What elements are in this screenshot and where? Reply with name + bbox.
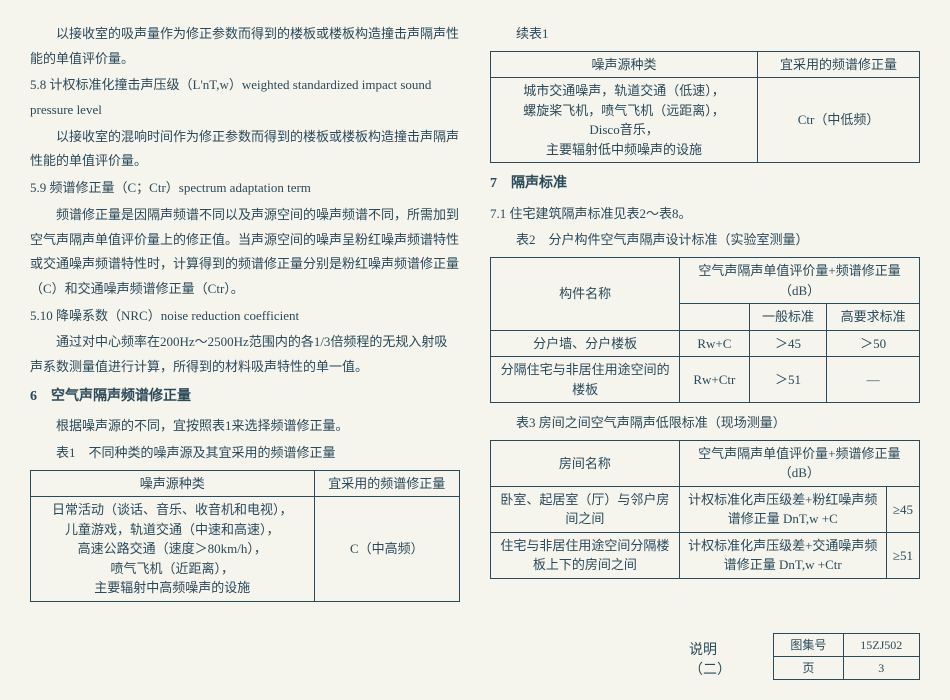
table1-header-type: 噪声源种类 <box>31 470 315 497</box>
table1c-row1-line3: Disco音乐， <box>497 120 751 140</box>
table1-row1-line5: 主要辐射中高频噪声的设施 <box>37 578 308 598</box>
table2-r1-param: Rw+C <box>680 330 749 357</box>
para-5-7-body: 以接收室的吸声量作为修正参数而得到的楼板或楼板构造撞击声隔声性能的单值评价量。 <box>30 22 460 71</box>
sec-5-8-body: 以接收室的混响时间作为修正参数而得到的楼板或楼板构造撞击声隔声性能的单值评价量。 <box>30 125 460 174</box>
footer-page-value: 3 <box>843 657 919 680</box>
table3-h-group: 空气声隔声单值评价量+频谱修正量（dB） <box>679 440 919 486</box>
table3-r1-name: 卧室、起居室（厅）与邻户房间之间 <box>491 486 680 532</box>
sec-5-10-label: 5.10 降噪系数（NRC）noise reduction coefficien… <box>30 304 460 329</box>
table1c-row1-line2: 螺旋桨飞机，喷气飞机（远距离）， <box>497 101 751 121</box>
sec-5-10-body: 通过对中心频率在200Hz～2500Hz范围内的各1/3倍频程的无规入射吸声系数… <box>30 330 460 379</box>
sec-5-9-body: 频谱修正量是因隔声频谱不同以及声源空间的噪声频谱不同，所需加到空气声隔声单值评价… <box>30 203 460 302</box>
table3-r2-desc: 计权标准化声压级差+交通噪声频谱修正量 DnT,w +Ctr <box>679 532 886 578</box>
table2-h-sub1: 一般标准 <box>749 304 827 331</box>
table3: 房间名称 空气声隔声单值评价量+频谱修正量（dB） 卧室、起居室（厅）与邻户房间… <box>490 440 920 579</box>
table1-row1-type: 日常活动（谈话、音乐、收音机和电视）， 儿童游戏，轨道交通（中速和高速）， 高速… <box>31 497 315 602</box>
sec-7-1: 7.1 住宅建筑隔声标准见表2～表8。 <box>490 202 920 227</box>
table3-r2-val: ≥51 <box>886 532 919 578</box>
table2-r2-param: Rw+Ctr <box>680 357 749 403</box>
table1: 噪声源种类 宜采用的频谱修正量 日常活动（谈话、音乐、收音机和电视）， 儿童游戏… <box>30 470 460 602</box>
table1c-header-correction: 宜采用的频谱修正量 <box>758 51 920 78</box>
table2-r2-v1: ＞51 <box>749 357 827 403</box>
table3-r2-name: 住宅与非居住用途空间分隔楼板上下的房间之间 <box>491 532 680 578</box>
sec-6-title: 6 空气声隔声频谱修正量 <box>30 384 460 411</box>
footer-info-table: 图集号 15ZJ502 页 3 <box>773 633 920 680</box>
table1-cont-caption: 续表1 <box>490 22 920 47</box>
table2-h-param <box>680 304 749 331</box>
table2: 构件名称 空气声隔声单值评价量+频谱修正量（dB） 一般标准 高要求标准 分户墙… <box>490 257 920 403</box>
table1c-row1-line1: 城市交通噪声，轨道交通（低速）， <box>497 81 751 101</box>
footer-title: 说明（二） <box>689 639 733 679</box>
table2-r1-v1: ＞45 <box>749 330 827 357</box>
sec-5-9-label: 5.9 频谱修正量（C；Ctr）spectrum adaptation term <box>30 176 460 201</box>
table1-row1-line3: 高速公路交通（速度＞80km/h）， <box>37 539 308 559</box>
table1c-row1-value: Ctr（中低频） <box>758 78 920 163</box>
table2-h-component: 构件名称 <box>491 258 680 331</box>
table1-row1-line4: 喷气飞机（近距离）， <box>37 559 308 579</box>
right-column: 续表1 噪声源种类 宜采用的频谱修正量 城市交通噪声，轨道交通（低速）， 螺旋桨… <box>490 20 920 630</box>
table1c-row1-type: 城市交通噪声，轨道交通（低速）， 螺旋桨飞机，喷气飞机（远距离）， Disco音… <box>491 78 758 163</box>
table3-caption: 表3 房间之间空气声隔声低限标准（现场测量） <box>490 411 920 436</box>
sec-6-body: 根据噪声源的不同，宜按照表1来选择频谱修正量。 <box>30 414 460 439</box>
table2-h-sub2: 高要求标准 <box>827 304 920 331</box>
table1-row1-line2: 儿童游戏，轨道交通（中速和高速）， <box>37 520 308 540</box>
table1-row1-line1: 日常活动（谈话、音乐、收音机和电视）， <box>37 500 308 520</box>
sec-7-title: 7 隔声标准 <box>490 171 920 198</box>
footer-atlas-value: 15ZJ502 <box>843 634 919 657</box>
footer-atlas-label: 图集号 <box>774 634 843 657</box>
table3-r1-val: ≥45 <box>886 486 919 532</box>
page-footer: 说明（二） 图集号 15ZJ502 页 3 <box>689 629 920 688</box>
table2-caption: 表2 分户构件空气声隔声设计标准（实验室测量） <box>490 228 920 253</box>
table2-r1-v2: ＞50 <box>827 330 920 357</box>
left-column: 以接收室的吸声量作为修正参数而得到的楼板或楼板构造撞击声隔声性能的单值评价量。 … <box>30 20 460 630</box>
table2-r2-v2: — <box>827 357 920 403</box>
table3-h-room: 房间名称 <box>491 440 680 486</box>
table1-caption: 表1 不同种类的噪声源及其宜采用的频谱修正量 <box>30 441 460 466</box>
sec-5-8-label: 5.8 计权标准化撞击声压级（L'nT,w）weighted standardi… <box>30 73 460 122</box>
footer-page-label: 页 <box>774 657 843 680</box>
table2-r2-name: 分隔住宅与非居住用途空间的楼板 <box>491 357 680 403</box>
table1-row1-value: C（中高频） <box>314 497 459 602</box>
table1c-header-type: 噪声源种类 <box>491 51 758 78</box>
table3-r1-desc: 计权标准化声压级差+粉红噪声频谱修正量 DnT,w +C <box>679 486 886 532</box>
table1c-row1-line4: 主要辐射低中频噪声的设施 <box>497 140 751 160</box>
table2-r1-name: 分户墙、分户楼板 <box>491 330 680 357</box>
table1-continued: 噪声源种类 宜采用的频谱修正量 城市交通噪声，轨道交通（低速）， 螺旋桨飞机，喷… <box>490 51 920 164</box>
table1-header-correction: 宜采用的频谱修正量 <box>314 470 459 497</box>
table2-h-group: 空气声隔声单值评价量+频谱修正量（dB） <box>680 258 920 304</box>
